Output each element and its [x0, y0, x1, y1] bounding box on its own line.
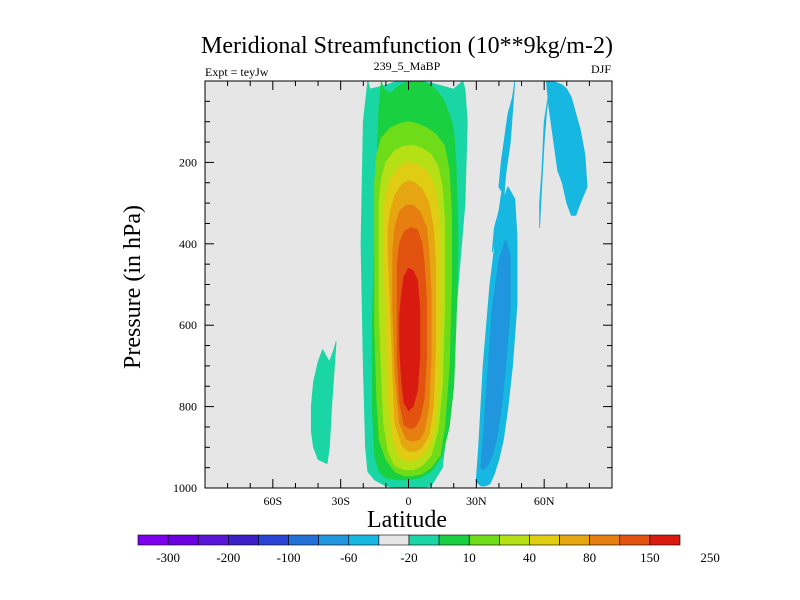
x-tick-label: 60S: [263, 494, 282, 508]
colorbar-swatch: [589, 534, 621, 546]
colorbar: -300 -200 -100 -60 -20 10 40 80 150 250: [137, 534, 720, 565]
plot-area: 60S 30S 0 30N 60N 200 400 600 800 1000: [173, 80, 613, 508]
y-tick-label: 800: [179, 400, 197, 414]
colorbar-swatch: [378, 534, 410, 546]
axis-ticks: 60S 30S 0 30N 60N 200 400 600 800 1000: [173, 81, 612, 508]
colorbar-swatch: [197, 534, 229, 546]
y-tick-label: 200: [179, 155, 197, 169]
colorbar-swatch: [258, 534, 289, 546]
period-label: 239_5_MaBP: [374, 59, 441, 73]
contour--10-shape-2: [498, 80, 516, 192]
colorbar-swatch: [619, 534, 651, 546]
colorbar-swatch: [348, 534, 380, 546]
y-tick-label: 600: [179, 318, 197, 332]
colorbar-label: -60: [340, 550, 357, 565]
colorbar-swatch: [228, 534, 259, 546]
colorbar-swatch: [468, 534, 500, 546]
x-tick-label: 30S: [331, 494, 350, 508]
y-axis-title: Pressure (in hPa): [120, 205, 146, 369]
colorbar-label: -200: [216, 550, 240, 565]
colorbar-label: -100: [277, 550, 301, 565]
colorbar-label: 80: [583, 550, 596, 565]
colorbar-label: -20: [400, 550, 417, 565]
y-tick-label: 400: [179, 237, 197, 251]
colorbar-swatch: [499, 534, 530, 546]
season-label: DJF: [591, 62, 611, 76]
colorbar-label: 40: [523, 550, 536, 565]
colorbar-swatch: [649, 534, 681, 546]
contour--10-shape-4: [546, 80, 588, 216]
x-tick-label: 0: [406, 494, 412, 508]
y-tick-label: 1000: [173, 481, 197, 495]
colorbar-label: 150: [640, 550, 660, 565]
contour-10-shape-0: [310, 341, 337, 465]
chart-title: Meridional Streamfunction (10**9kg/m-2): [201, 33, 613, 59]
colorbar-label: 250: [700, 550, 720, 565]
colorbar-swatch: [408, 534, 440, 546]
colorbar-label: 10: [463, 550, 476, 565]
x-axis-title: Latitude: [367, 507, 447, 533]
contour-400-shape-0: [399, 267, 421, 412]
contour-fills: [310, 80, 588, 489]
contour--20-shape-0: [480, 239, 511, 471]
colorbar-swatch: [438, 534, 470, 546]
colorbar-swatch: [559, 534, 590, 546]
colorbar-swatch: [529, 534, 560, 546]
colorbar-swatch: [288, 534, 319, 546]
x-tick-label: 60N: [534, 494, 555, 508]
colorbar-swatch: [167, 534, 199, 546]
experiment-label: Expt = teyJw: [205, 65, 269, 79]
colorbar-label: -300: [156, 550, 180, 565]
x-tick-label: 30N: [466, 494, 487, 508]
colorbar-swatch: [137, 534, 169, 546]
colorbar-swatch: [318, 534, 350, 546]
